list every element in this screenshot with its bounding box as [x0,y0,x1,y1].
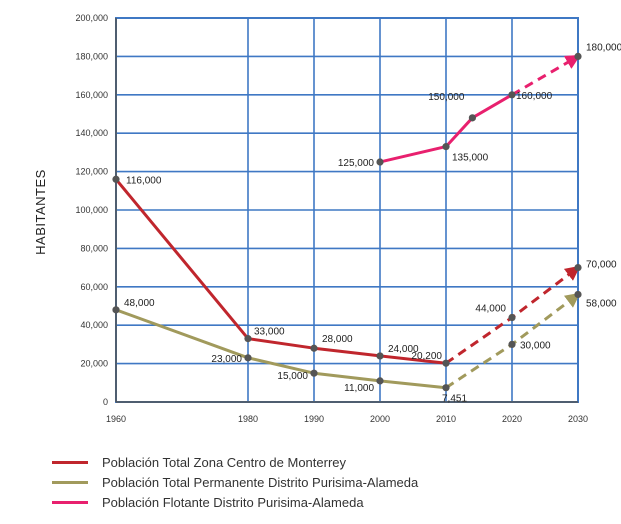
data-label: 58,000 [586,298,617,309]
data-point [574,290,582,299]
legend-label-permanente: Población Total Permanente Distrito Puri… [102,474,419,490]
grid [115,17,579,403]
data-point [442,359,450,367]
data-point [508,340,516,348]
series-layer [112,52,582,392]
data-label: 7,451 [442,394,467,405]
legend-swatch-permanente [52,480,88,484]
data-label: 23,000 [211,354,242,365]
x-tick-label: 2000 [370,414,390,424]
data-label: 28,000 [322,334,353,345]
data-label: 30,000 [520,340,551,351]
data-label: 180,000 [586,42,621,53]
y-tick-label: 60,000 [80,282,108,292]
y-tick-label: 200,000 [75,13,108,23]
data-point [112,175,120,183]
data-point [244,335,252,343]
data-label: 15,000 [277,371,308,382]
legend-swatch-centro [52,460,88,464]
data-label: 135,000 [452,153,489,164]
legend-item-flotante: Población Flotante Distrito Purisima-Ala… [52,492,418,512]
data-point [310,369,318,377]
data-point [574,264,582,272]
data-label: 24,000 [388,344,419,355]
data-label: 160,000 [516,91,553,102]
legend-item-centro: Población Total Zona Centro de Monterrey [52,452,418,472]
data-point [376,352,384,360]
y-axis-label: HABITANTES [33,169,48,255]
data-label: 48,000 [124,298,155,309]
data-point [376,158,384,166]
data-label: 33,000 [254,327,285,338]
x-tick-label: 1980 [238,414,258,424]
data-label: 70,000 [586,260,617,271]
series-line-projection [511,54,581,97]
y-tick-label: 100,000 [75,205,108,215]
data-point [508,313,516,322]
data-point [442,143,450,151]
data-label: 125,000 [338,158,375,169]
data-point [244,354,252,362]
legend-label-centro: Población Total Zona Centro de Monterrey [102,454,347,470]
axes: 0 20,000 40,000 60,000 80,000 100,000 120,000 1… [75,13,588,424]
data-point [508,91,516,99]
legend: Población Total Zona Centro de Monterrey… [52,452,418,512]
x-tick-label: 2030 [568,414,588,424]
data-point [468,114,476,122]
data-label: 150,000 [428,92,465,103]
data-point [112,306,120,314]
legend-label-flotante: Población Flotante Distrito Purisima-Ala… [102,494,364,510]
y-tick-label: 0 [103,397,108,407]
y-tick-label: 20,000 [80,359,108,369]
y-tick-label: 180,000 [75,51,108,61]
x-tick-label: 1960 [106,414,126,424]
y-tick-label: 80,000 [80,243,108,253]
data-label: 11,000 [344,383,374,394]
y-tick-label: 120,000 [75,167,108,177]
data-point [442,384,450,392]
x-tick-label: 1990 [304,414,324,424]
data-label: 116,000 [126,175,162,186]
data-point [376,377,384,385]
series-line-solid [379,93,513,164]
data-label: 44,000 [475,304,506,315]
x-tick-label: 2020 [502,414,522,424]
y-tick-label: 160,000 [75,90,108,100]
data-point [310,344,318,352]
data-label: 20,200 [411,351,442,362]
y-tick-label: 140,000 [75,128,108,138]
data-point [574,52,582,61]
legend-swatch-flotante [52,500,88,504]
y-tick-label: 40,000 [80,320,108,330]
x-tick-label: 2010 [436,414,456,424]
legend-item-permanente: Población Total Permanente Distrito Puri… [52,472,418,492]
